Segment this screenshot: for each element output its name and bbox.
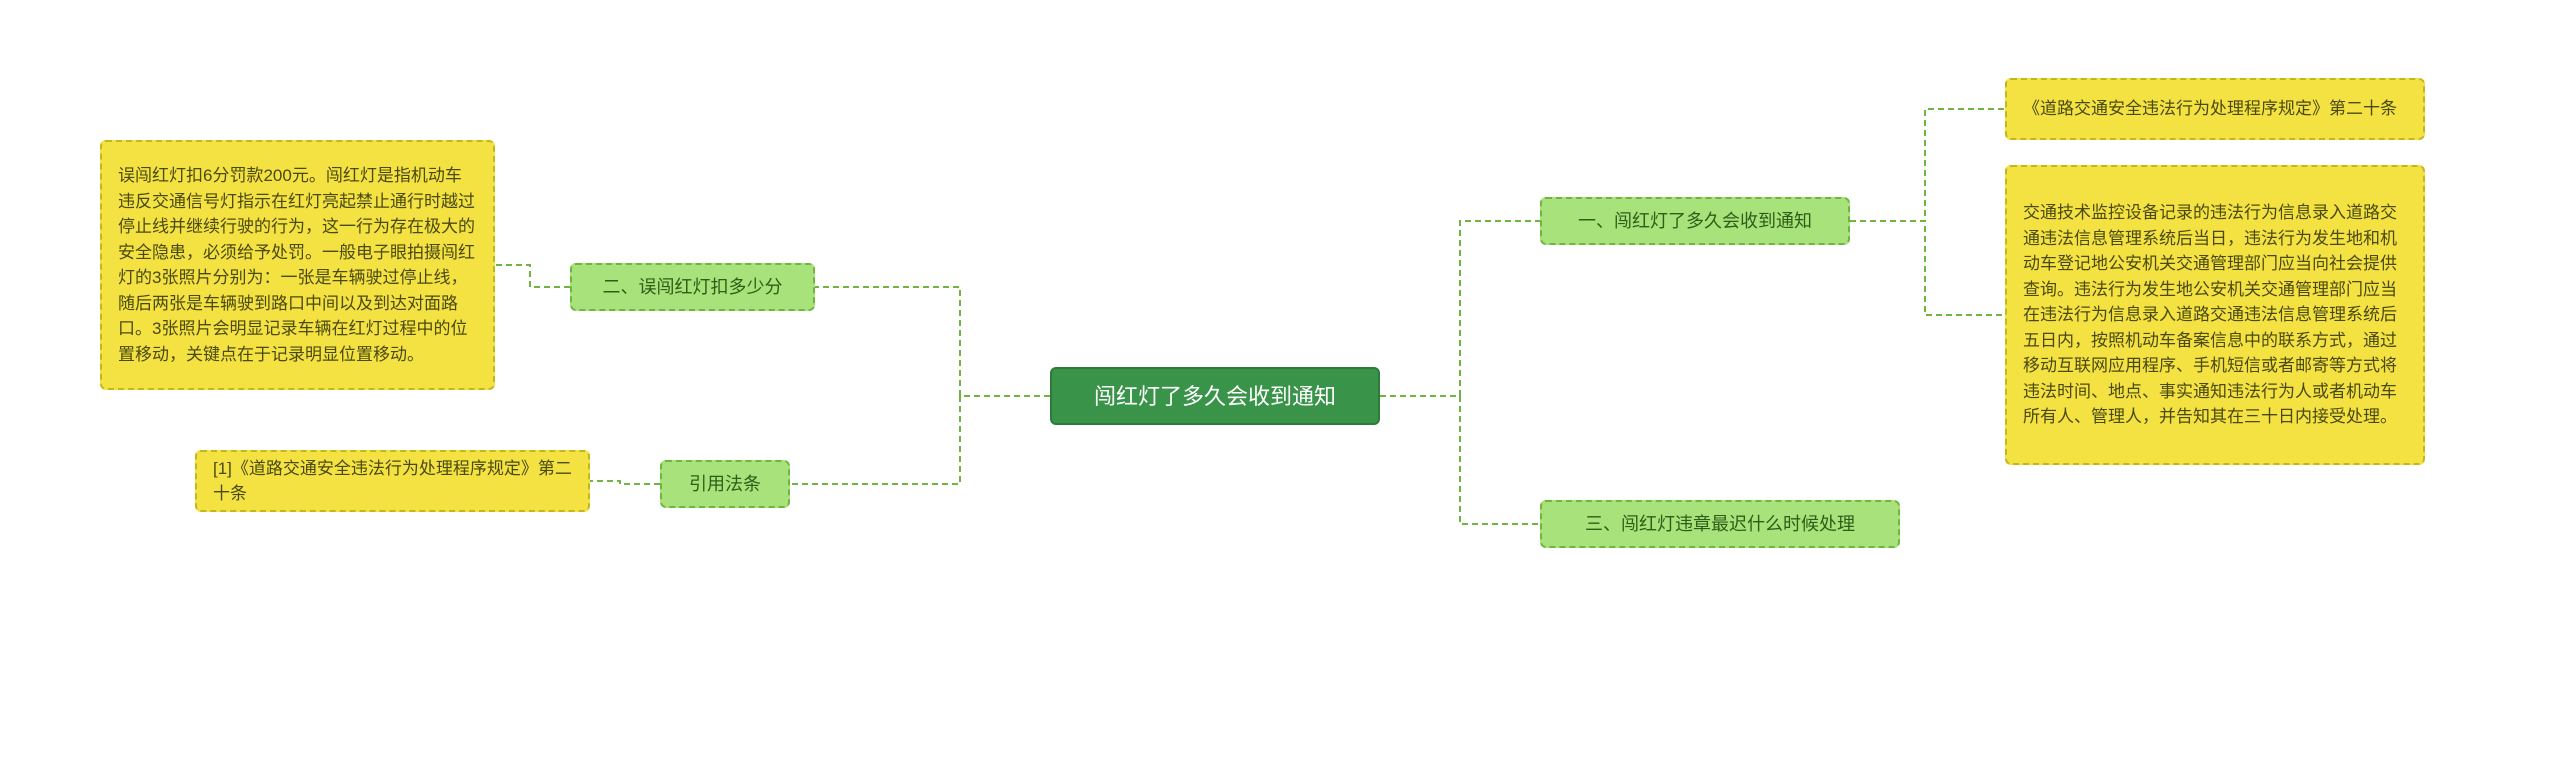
leaf-node-regulation: 《道路交通安全违法行为处理程序规定》第二十条 [2005, 78, 2425, 140]
leaf-node-detail-2: 误闯红灯扣6分罚款200元。闯红灯是指机动车违反交通信号灯指示在红灯亮起禁止通行… [100, 140, 495, 390]
leaf-node-detail-1: 交通技术监控设备记录的违法行为信息录入道路交通违法信息管理系统后当日，违法行为发… [2005, 165, 2425, 465]
branch-node-ref: 引用法条 [660, 460, 790, 508]
branch-node-2: 二、误闯红灯扣多少分 [570, 263, 815, 311]
branch-node-1: 一、闯红灯了多久会收到通知 [1540, 197, 1850, 245]
leaf-node-ref: [1]《道路交通安全违法行为处理程序规定》第二十条 [195, 450, 590, 512]
branch-node-3: 三、闯红灯违章最迟什么时候处理 [1540, 500, 1900, 548]
root-node: 闯红灯了多久会收到通知 [1050, 367, 1380, 425]
